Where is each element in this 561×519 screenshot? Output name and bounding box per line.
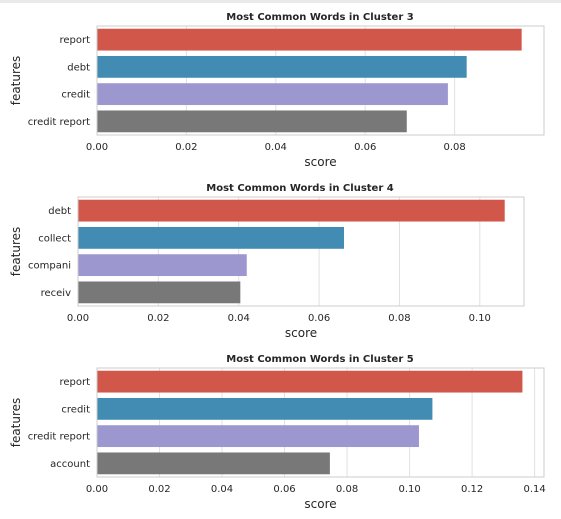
chart-title: Most Common Words in Cluster 3	[226, 12, 413, 23]
y-tick-label: compani	[28, 261, 71, 272]
x-tick-label: 0.14	[523, 484, 545, 495]
x-tick-label: 0.08	[336, 484, 358, 495]
y-tick-label: debt	[48, 206, 71, 217]
x-tick-label: 0.00	[86, 484, 108, 495]
x-tick-label: 0.06	[273, 484, 295, 495]
x-tick-label: 0.02	[175, 142, 197, 153]
x-tick-label: 0.06	[354, 142, 376, 153]
x-tick-label: 0.12	[461, 484, 483, 495]
plot-frame	[96, 25, 545, 136]
x-tick-label: 0.02	[148, 484, 170, 495]
y-tick-label: debt	[67, 62, 90, 73]
y-tick-label: credit report	[28, 117, 90, 128]
chart-title: Most Common Words in Cluster 4	[206, 183, 393, 194]
bar-credit	[97, 83, 448, 106]
bar-credit-report	[97, 110, 407, 133]
x-tick-label: 0.04	[265, 142, 287, 153]
y-tick-label: collect	[38, 233, 71, 244]
x-tick-label: 0.04	[228, 313, 250, 324]
bar-debt	[97, 55, 467, 78]
bar-compani	[78, 254, 247, 277]
y-tick-label: receiv	[41, 288, 71, 299]
y-tick-label: credit report	[28, 432, 90, 443]
x-axis-label: score	[285, 326, 317, 340]
plot-frame	[96, 367, 545, 478]
x-axis-label: score	[304, 155, 336, 169]
bar-report	[97, 370, 523, 393]
x-tick-label: 0.02	[147, 313, 169, 324]
y-axis-label: features	[9, 56, 23, 106]
bar-receiv	[78, 281, 241, 304]
bar-credit-report	[97, 425, 419, 448]
y-tick-label: credit	[61, 90, 90, 101]
chart-title: Most Common Words in Cluster 5	[226, 354, 413, 365]
x-tick-label: 0.00	[86, 142, 108, 153]
y-tick-label: report	[59, 35, 90, 46]
y-axis-label: features	[9, 227, 23, 277]
plot-frame	[77, 196, 525, 307]
y-tick-label: account	[50, 459, 90, 470]
y-tick-label: report	[59, 377, 90, 388]
x-tick-label: 0.06	[308, 313, 330, 324]
y-axis-label: features	[9, 398, 23, 448]
x-tick-label: 0.10	[398, 484, 420, 495]
x-tick-label: 0.08	[388, 313, 410, 324]
bar-collect	[78, 226, 344, 249]
chart-cluster-3: Most Common Words in Cluster 3 0.00 0.02 0.…	[9, 12, 545, 169]
bar-account	[97, 452, 330, 475]
bar-debt	[78, 199, 505, 222]
x-tick-label: 0.04	[211, 484, 233, 495]
x-axis-label: score	[304, 497, 336, 511]
top-strip	[0, 0, 561, 3]
chart-cluster-4: Most Common Words in Cluster 4 0.00 0.02 0.…	[9, 183, 525, 340]
chart-cluster-5: Most Common Words in Cluster 5 0.00 0.02 0.…	[9, 354, 546, 511]
bar-credit	[97, 397, 433, 420]
x-tick-label: 0.08	[443, 142, 465, 153]
bar-report	[97, 28, 522, 51]
x-tick-label: 0.00	[67, 313, 89, 324]
x-tick-label: 0.10	[469, 313, 491, 324]
y-tick-label: credit	[61, 404, 90, 415]
